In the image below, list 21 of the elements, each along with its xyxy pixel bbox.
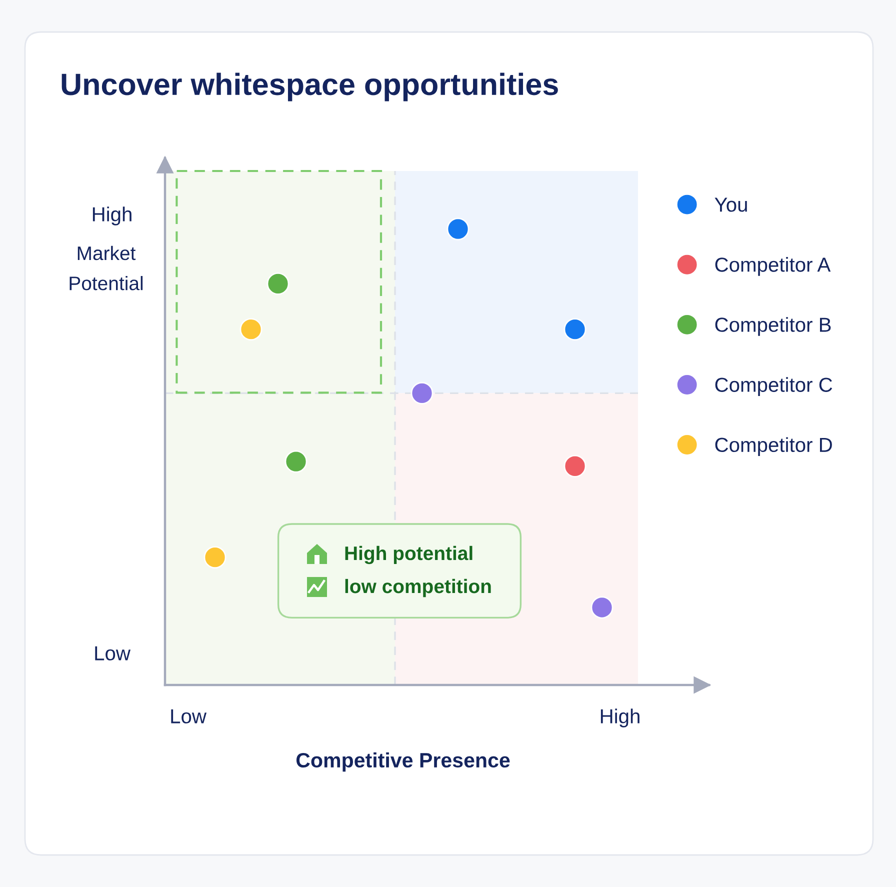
point [564,318,586,341]
point [240,318,262,341]
point [590,596,614,619]
y-axis-title: Market Potential [70,246,143,290]
x-axis-title: Competitive Presence [296,752,510,772]
legend-label: You [714,198,747,212]
legend-label: Competitor B [715,317,831,336]
point [204,546,226,569]
point [564,454,586,478]
point [446,218,470,240]
point [266,272,290,295]
chart-title: Uncover whitespace opportunities [62,72,558,102]
annotation: low competition [345,578,491,598]
legend-label: Competitor D [715,437,832,456]
annotation: High potential [345,546,472,564]
point [410,382,434,404]
point [284,450,308,473]
legend-label: Competitor C [715,377,832,396]
text: High [92,206,132,226]
text: Low [95,646,131,660]
legend-label: Competitor A [715,257,831,276]
